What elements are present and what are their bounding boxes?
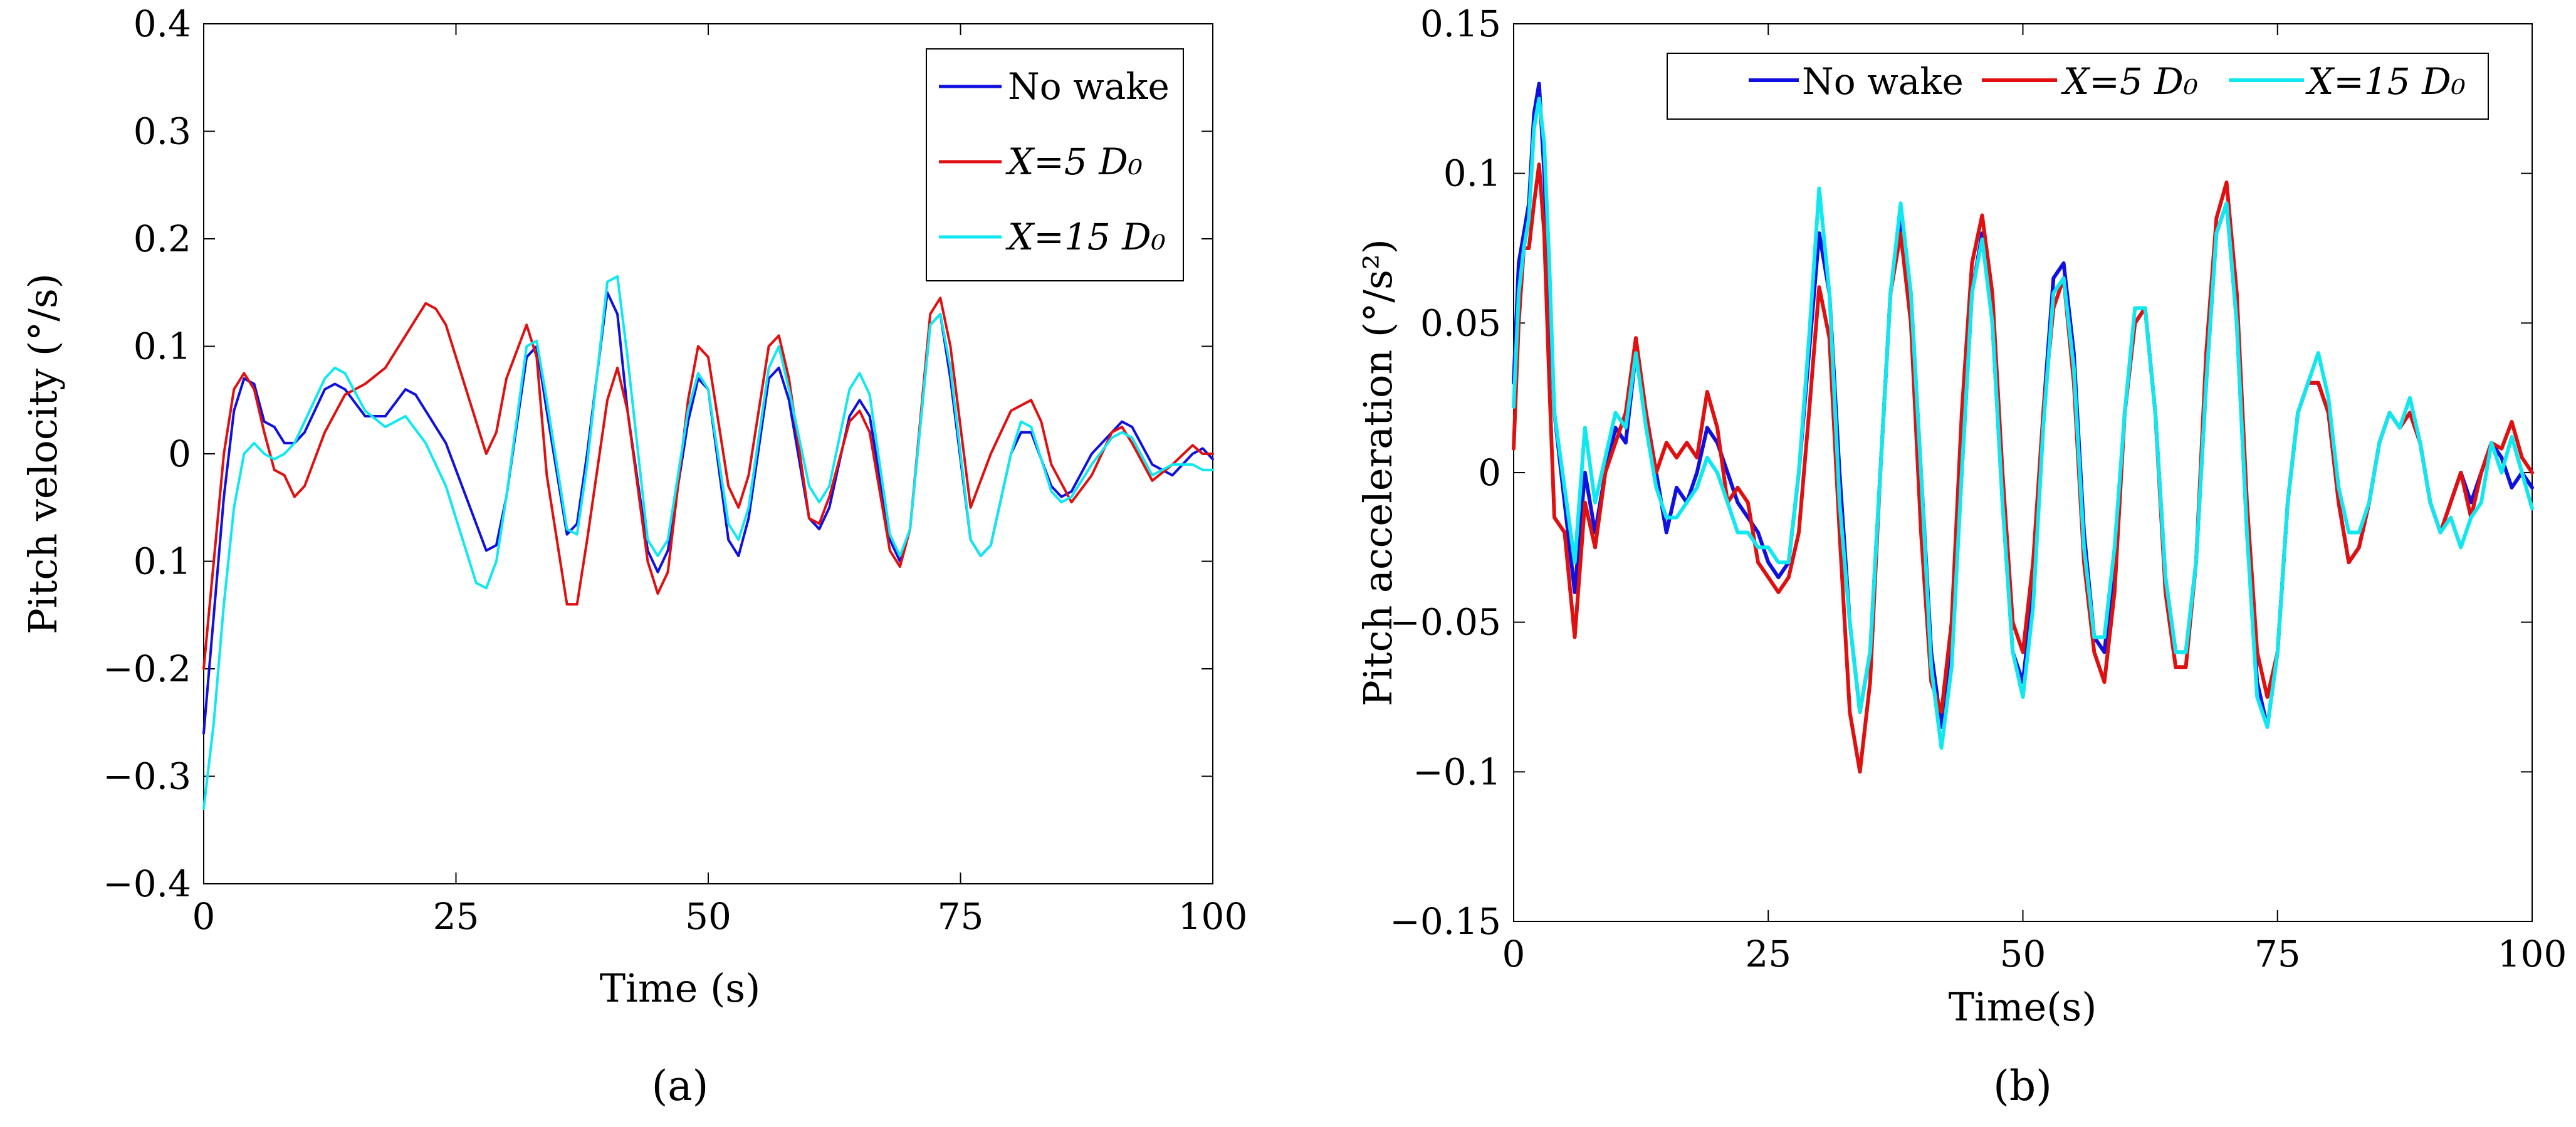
panel-a-series-line-x5	[202, 296, 1214, 670]
panel-b-legend-box	[1667, 53, 2489, 120]
panel-a-label: (a)	[652, 1062, 709, 1110]
panel-a-y-tick-label: 0.2	[134, 218, 191, 260]
panel-b-y-tick-label: −0.05	[1390, 601, 1501, 644]
panel-b-x-axis-label: Time(s)	[1949, 984, 2097, 1030]
panel-a-y-tick-label: −0.3	[103, 755, 191, 798]
panel-a-x-tick-label: 100	[1178, 895, 1248, 938]
panel-a-y-tick-label: −0.2	[103, 647, 191, 690]
panel-a-series-line-x15	[202, 275, 1214, 810]
panel-a-legend-label-no-wake: No wake	[1008, 65, 1170, 108]
panel-b-plot-frame	[1513, 23, 2533, 922]
panel-b-x-tick-label: 75	[2254, 933, 2301, 975]
panel-a-y-axis: 0.4 0.3 0.2 0.1 0 0.1 −0.2 −0.3 −0.4	[103, 3, 1213, 905]
panel-b-y-tick-label: −0.1	[1413, 750, 1501, 793]
panel-a-y-tick-label: 0	[168, 432, 191, 475]
panel-b-x-tick-label: 50	[2000, 933, 2046, 975]
panel-b-x-tick-label: 100	[2498, 933, 2567, 975]
panel-b-legend-label-no-wake: No wake	[1802, 60, 1964, 103]
panel-b-y-tick-label: 0.1	[1443, 152, 1501, 195]
panel-a-series-group	[202, 275, 1214, 810]
panel-b-y-axis: 0.15 0.1 0.05 0 −0.05 −0.1 −0.15	[1390, 3, 2532, 943]
panel-b-legend: No wake X=5 D₀ X=15 D₀	[1667, 53, 2489, 120]
panel-b-label: (b)	[1993, 1062, 2052, 1110]
panel-b-chart: 0.15 0.1 0.05 0 −0.05 −0.1 −0.15 0 25 50 75 100 Ti…	[1355, 3, 2567, 1110]
panel-a-legend: No wake X=5 D₀ X=15 D₀	[926, 48, 1184, 281]
panel-b-x-tick-label: 0	[1502, 933, 1526, 975]
panel-a-x-tick-label: 75	[938, 895, 984, 938]
panel-a-y-tick-label: 0.1	[134, 540, 191, 583]
panel-b-y-tick-label: 0	[1478, 451, 1501, 494]
panel-b-legend-label-x5: X=5 D₀	[2061, 60, 2198, 103]
panel-b-series-line-x15	[1512, 97, 2534, 750]
panel-a-x-axis-label: Time (s)	[600, 965, 761, 1011]
panel-a-legend-label-x15: X=15 D₀	[1005, 216, 1166, 258]
panel-b-y-axis-label: Pitch acceleration (°/s²)	[1355, 239, 1401, 706]
panel-a-y-tick-label: 0.3	[134, 110, 191, 153]
panel-b-y-tick-label: −0.15	[1390, 900, 1501, 943]
panel-b-x-axis: 0 25 50 75 100	[1502, 24, 2567, 975]
panel-a-legend-label-x5: X=5 D₀	[1005, 140, 1143, 183]
panel-b-legend-label-x15: X=15 D₀	[2305, 60, 2466, 103]
panel-a-x-tick-label: 50	[685, 895, 731, 938]
panel-b-x-tick-label: 25	[1745, 933, 1791, 975]
panel-a-x-tick-label: 0	[192, 895, 216, 938]
panel-a-series-line-no-wake	[202, 291, 1214, 735]
panel-a-y-axis-label: Pitch velocity (°/s)	[20, 273, 66, 634]
panel-b-y-tick-label: 0.05	[1420, 301, 1501, 344]
panel-a-x-axis: 0 25 50 75 100	[192, 24, 1248, 938]
panel-a-chart: 0.40.30.20.100.1−0.2−0.3−0.4 0 25 50 75 100 …	[20, 3, 1247, 1110]
panel-b-series-group	[1512, 81, 2534, 774]
panel-a-y-tick-label: −0.4	[103, 862, 191, 905]
panel-a-y-tick-label: 0.1	[134, 325, 191, 368]
panel-a-y-tick-label: 0.4	[134, 3, 191, 45]
panel-a-x-tick-label: 25	[433, 895, 479, 938]
panel-b-y-tick-label: 0.15	[1420, 3, 1501, 45]
